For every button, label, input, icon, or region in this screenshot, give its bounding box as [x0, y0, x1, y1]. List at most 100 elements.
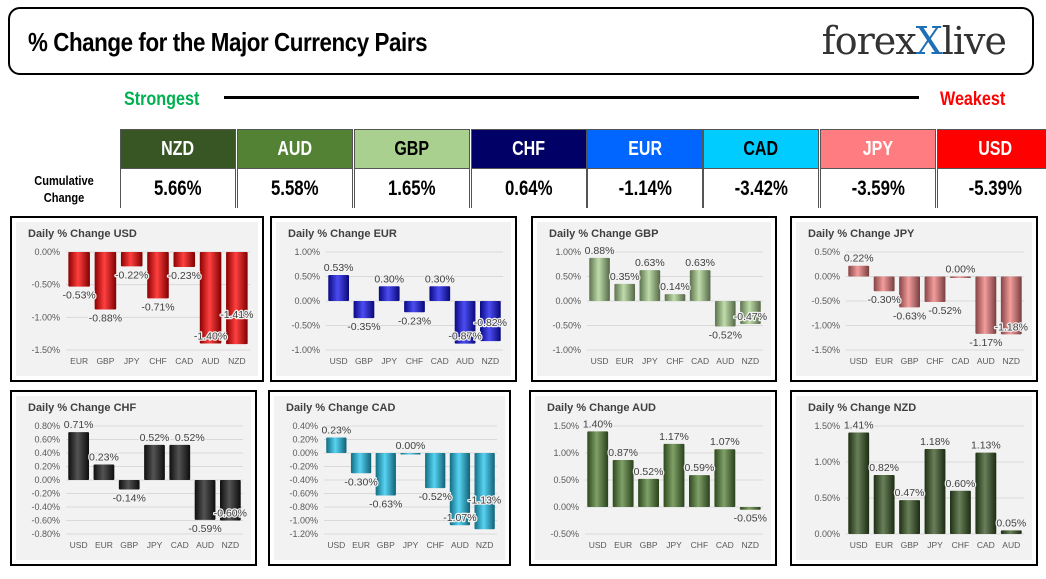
- y-tick-label: -1.50%: [811, 345, 840, 355]
- bar-jpy: [639, 270, 661, 301]
- y-tick-label: -1.00%: [289, 516, 318, 526]
- currency-tile-cad: CAD -3.42%: [703, 129, 819, 209]
- data-label: 0.82%: [869, 462, 899, 474]
- bar-usd: [589, 257, 610, 301]
- data-label: -0.14%: [113, 492, 146, 504]
- bar-gbp: [353, 301, 375, 319]
- y-tick-label: 1.00%: [294, 247, 320, 257]
- y-tick-label: 1.00%: [814, 457, 840, 467]
- data-label: 0.88%: [585, 245, 615, 257]
- x-category-label: AUD: [716, 356, 734, 366]
- data-label: -0.82%: [474, 317, 507, 329]
- bar-nzd: [1000, 276, 1022, 335]
- data-label: -0.53%: [63, 290, 96, 302]
- x-category-label: EUR: [875, 356, 893, 366]
- y-tick-label: 0.00%: [814, 272, 840, 282]
- tile-cumulative-value: 0.64%: [472, 169, 586, 209]
- bar-gbp: [638, 478, 659, 507]
- x-category-label: USD: [70, 540, 88, 550]
- data-label: -0.63%: [893, 310, 926, 322]
- chart-chf: Daily % Change CHF -0.80% -0.60% -0.40% -0.2…: [10, 390, 257, 566]
- currency-tile-aud: AUD 5.58%: [237, 129, 353, 209]
- page-title: % Change for the Major Currency Pairs: [28, 27, 428, 57]
- y-tick-label: -0.40%: [289, 475, 318, 485]
- data-label: -0.47%: [734, 311, 767, 323]
- data-label: 0.71%: [64, 419, 94, 431]
- y-tick-label: 1.50%: [814, 421, 840, 431]
- y-tick-label: -0.80%: [289, 502, 318, 512]
- x-category-label: GBP: [377, 540, 395, 550]
- bar-aud: [194, 480, 216, 520]
- x-category-label: USD: [591, 356, 609, 366]
- x-category-label: GBP: [901, 356, 919, 366]
- x-category-label: AUD: [977, 356, 995, 366]
- y-tick-label: 0.00%: [34, 475, 60, 485]
- y-tick-label: 1.00%: [555, 247, 581, 257]
- y-tick-label: 0.50%: [294, 272, 320, 282]
- data-label: 0.63%: [635, 257, 665, 269]
- x-category-label: NZD: [742, 356, 759, 366]
- x-category-label: NZD: [228, 356, 245, 366]
- chart-area: Daily % Change CAD -1.20% -1.00% -0.80% -0.6…: [274, 396, 505, 560]
- chart-title: Daily % Change JPY: [808, 228, 915, 240]
- chart-area: Daily % Change CHF -0.80% -0.60% -0.40% -0.2…: [16, 396, 251, 560]
- y-tick-label: -1.00%: [31, 312, 60, 322]
- x-category-label: NZD: [222, 540, 239, 550]
- chart-area: Daily % Change AUD -0.50% 0.00% 0.50% 1.00% 1…: [535, 396, 771, 560]
- x-category-label: AUD: [196, 540, 214, 550]
- chart-eur: Daily % Change EUR -1.00% -0.50% 0.00% 0.50%…: [270, 216, 517, 382]
- chart-usd: Daily % Change USD -1.50% -1.00% -0.50% 0.00…: [10, 216, 264, 382]
- bar-nzd: [739, 507, 761, 510]
- data-label: 1.41%: [844, 419, 874, 431]
- tile-currency: CHF: [472, 130, 586, 169]
- data-label: 1.17%: [659, 431, 689, 443]
- x-category-label: EUR: [95, 540, 113, 550]
- bar-aud: [1000, 530, 1022, 534]
- bar-cad: [714, 449, 736, 507]
- y-tick-label: -0.50%: [552, 321, 581, 331]
- bar-chf: [924, 276, 946, 302]
- currency-tile-jpy: JPY -3.59%: [820, 129, 936, 209]
- y-tick-label: -1.50%: [31, 345, 60, 355]
- x-category-label: JPY: [927, 540, 943, 550]
- bar-chart-svg: -1.50% -1.00% -0.50% 0.00% 0.50% USD EUR GBP CHF…: [811, 247, 1029, 366]
- bar-cad: [689, 270, 711, 301]
- x-category-label: CHF: [952, 540, 969, 550]
- x-category-label: NZD: [1003, 356, 1020, 366]
- x-category-label: EUR: [352, 540, 370, 550]
- chart-jpy: Daily % Change JPY -1.50% -1.00% -0.50% 0.00…: [790, 216, 1038, 382]
- data-label: -0.23%: [168, 270, 201, 282]
- chart-title: Daily % Change CHF: [28, 402, 137, 414]
- x-category-label: CHF: [406, 356, 423, 366]
- bar-chart-svg: -0.80% -0.60% -0.40% -0.20% 0.00% 0.20% 0.40% 0…: [31, 418, 248, 550]
- x-category-label: USD: [850, 540, 868, 550]
- data-label: -1.07%: [443, 512, 476, 524]
- chart-title: Daily % Change GBP: [549, 228, 659, 240]
- bar-aud: [449, 453, 471, 526]
- y-tick-label: -1.00%: [811, 321, 840, 331]
- x-category-label: JPY: [124, 356, 140, 366]
- bar-chf: [950, 490, 971, 534]
- bar-nzd: [219, 480, 241, 521]
- bar-aud: [714, 301, 736, 327]
- x-category-label: CHF: [926, 356, 943, 366]
- data-label: 0.63%: [685, 257, 715, 269]
- x-category-label: JPY: [666, 540, 682, 550]
- tile-currency: GBP: [355, 130, 469, 169]
- bar-nzd: [740, 301, 761, 325]
- x-category-label: EUR: [70, 356, 88, 366]
- x-category-label: GBP: [120, 540, 138, 550]
- y-tick-label: -0.20%: [31, 489, 60, 499]
- x-category-label: EUR: [875, 540, 893, 550]
- data-label: -0.22%: [115, 269, 148, 281]
- bar-eur: [614, 283, 636, 301]
- data-label: -1.13%: [468, 494, 501, 506]
- data-label: -0.87%: [448, 331, 481, 343]
- y-tick-label: -0.80%: [31, 529, 60, 539]
- x-category-label: GBP: [355, 356, 373, 366]
- data-label: -0.52%: [928, 305, 961, 317]
- bar-usd: [848, 432, 870, 534]
- bar-nzd: [479, 301, 501, 342]
- bar-cad: [975, 452, 997, 534]
- x-category-label: CHF: [149, 356, 166, 366]
